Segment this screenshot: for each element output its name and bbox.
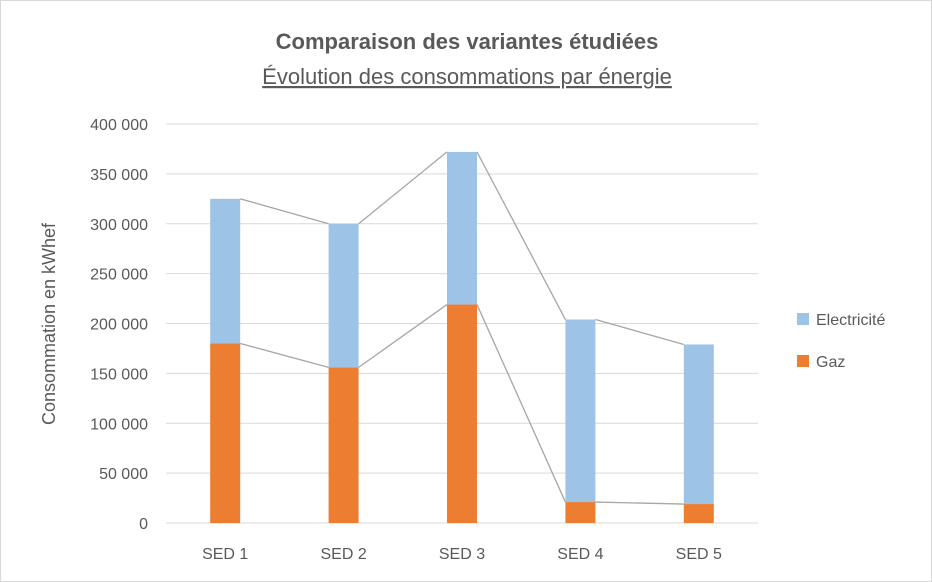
series-line (358, 304, 448, 368)
x-tick-label: SED 1 (202, 546, 248, 563)
bar-electricit- (210, 198, 241, 344)
y-tick-labels: 0 50 000 100 000 150 000 200 000 250 000 300 0… (90, 117, 148, 533)
series-line (240, 342, 329, 369)
y-axis-label: Consommation en kWhef (39, 222, 59, 425)
bar-electricit- (328, 223, 359, 368)
legend-label: Electricité (816, 312, 885, 329)
bar-gaz (210, 343, 241, 523)
bar-electricit- (565, 319, 596, 503)
chart-subtitle: Évolution des consommations par énergie (262, 64, 672, 89)
y-tick-label: 150 000 (90, 366, 148, 383)
bar-gaz (447, 304, 477, 523)
series-line (240, 198, 329, 225)
y-tick-label: 250 000 (90, 267, 148, 284)
y-tick-label: 50 000 (99, 466, 148, 483)
series-line (595, 501, 684, 505)
series-lines (240, 151, 684, 505)
series-line (476, 151, 566, 320)
legend: Electricité Gaz (797, 312, 885, 371)
x-tick-label: SED 2 (320, 546, 366, 563)
y-tick-label: 100 000 (90, 416, 148, 433)
y-tick-label: 400 000 (90, 117, 148, 134)
y-tick-label: 350 000 (90, 167, 148, 184)
series-line (476, 304, 566, 503)
legend-swatch (797, 355, 809, 367)
x-tick-label: SED 3 (439, 546, 485, 563)
y-tick-label: 0 (139, 516, 148, 533)
series-line (358, 151, 448, 225)
series-line (595, 318, 684, 346)
bar-electricit- (683, 344, 714, 505)
bar-gaz (683, 504, 714, 523)
bar-electricit- (447, 151, 477, 305)
legend-swatch (797, 313, 809, 325)
legend-label: Gaz (816, 354, 845, 371)
y-tick-label: 300 000 (90, 217, 148, 234)
x-tick-label: SED 5 (676, 546, 722, 563)
bar-gaz (328, 367, 359, 523)
x-tick-label: SED 4 (557, 546, 603, 563)
chart-title: Comparaison des variantes étudiées (276, 29, 659, 54)
bars (210, 151, 714, 523)
y-tick-label: 200 000 (90, 317, 148, 334)
x-tick-labels: SED 1 SED 2 SED 3 SED 4 SED 5 (202, 546, 722, 563)
bar-gaz (565, 502, 596, 523)
